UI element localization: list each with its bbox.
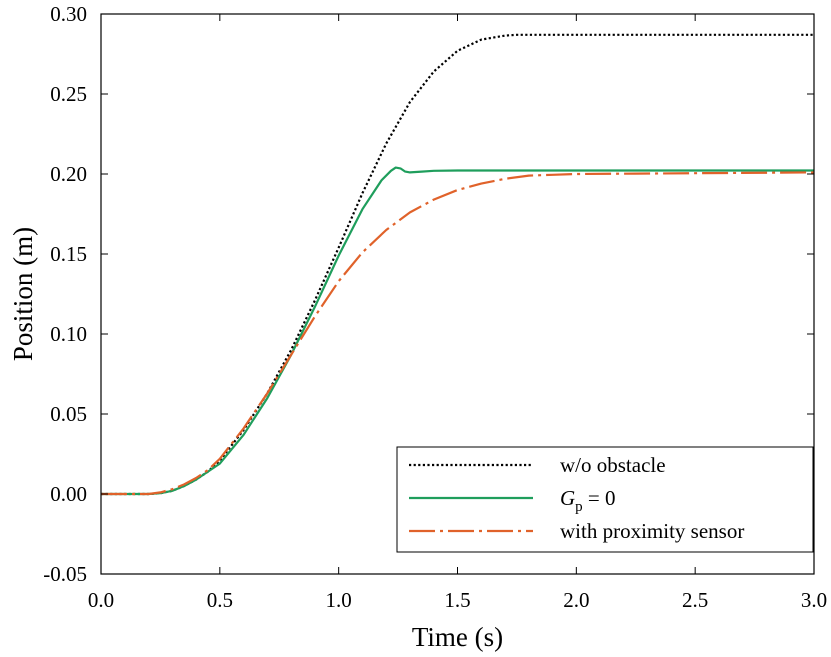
x-tick-label: 0.5 bbox=[207, 588, 233, 612]
x-tick-label: 2.5 bbox=[682, 588, 708, 612]
tick-labels: 0.0 0.5 1.0 1.5 2.0 2.5 3.0 -0.05 0.00 0.05 0.10 0.… bbox=[43, 2, 827, 612]
series-line-1 bbox=[101, 166, 814, 496]
y-tick-label: 0.15 bbox=[50, 242, 87, 266]
y-tick-label: 0.10 bbox=[50, 322, 87, 346]
x-tick-label: 1.5 bbox=[444, 588, 470, 612]
x-axis-label: Time (s) bbox=[412, 622, 503, 652]
y-tick-label: 0.05 bbox=[50, 402, 87, 426]
x-tick-label: 0.0 bbox=[88, 588, 114, 612]
x-tick-label: 1.0 bbox=[326, 588, 352, 612]
axis-ticks bbox=[100, 13, 815, 575]
series-line-2 bbox=[101, 171, 815, 496]
y-tick-label: 0.25 bbox=[50, 82, 87, 106]
x-tick-label: 3.0 bbox=[801, 588, 827, 612]
plot-lines bbox=[101, 33, 815, 496]
y-tick-label: 0.20 bbox=[50, 162, 87, 186]
series-line-0 bbox=[101, 33, 814, 496]
legend-label-1: Gp = 0 bbox=[560, 486, 616, 515]
legend-label-2: with proximity sensor bbox=[560, 519, 744, 543]
y-axis-label: Position (m) bbox=[8, 227, 38, 361]
x-tick-label: 2.0 bbox=[563, 588, 589, 612]
legend-label-0: w/o obstacle bbox=[560, 453, 666, 477]
legend: w/o obstacle Gp = 0 with proximity sensor bbox=[396, 446, 814, 553]
y-tick-label: -0.05 bbox=[43, 562, 87, 586]
y-tick-label: 0.00 bbox=[50, 482, 87, 506]
y-tick-label: 0.30 bbox=[50, 2, 87, 26]
legend-items: w/o obstacle Gp = 0 with proximity sensor bbox=[409, 453, 744, 543]
